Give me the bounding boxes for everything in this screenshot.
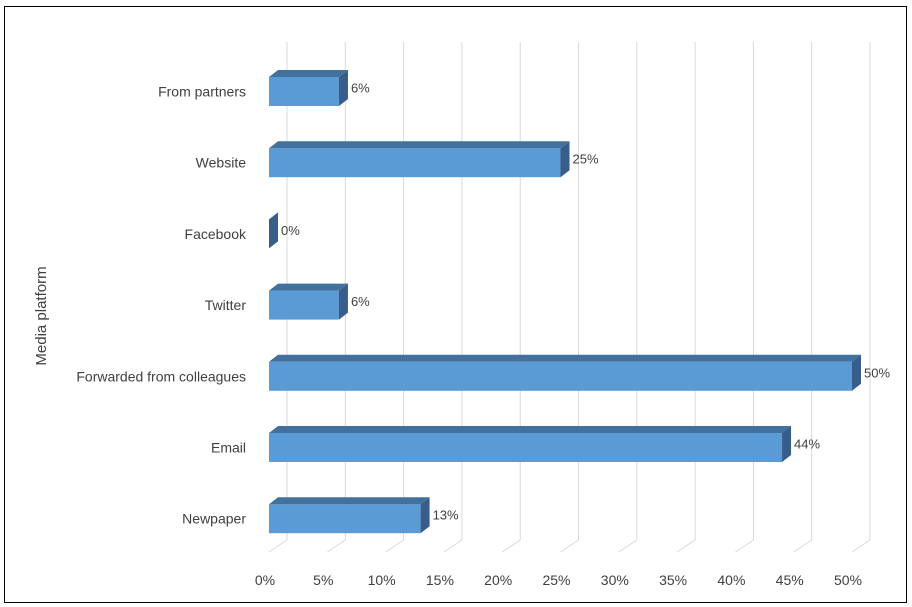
bar-side <box>852 354 861 391</box>
category-label: Forwarded from colleagues <box>76 368 246 384</box>
floor-gridline <box>851 539 871 553</box>
floor-gridline <box>501 539 521 553</box>
floor-gridline <box>676 539 696 553</box>
x-tick-label: 35% <box>659 572 687 588</box>
x-tick-label: 5% <box>313 572 333 588</box>
floor-gridline <box>443 539 463 553</box>
bar-top <box>269 426 792 433</box>
bar <box>269 70 348 106</box>
bar-top <box>269 497 430 505</box>
x-tick-label: 45% <box>776 572 804 588</box>
bar <box>269 354 861 391</box>
x-tick-label: 50% <box>834 572 862 588</box>
bar <box>269 426 792 462</box>
x-tick-label: 40% <box>717 572 745 588</box>
bar-top <box>269 354 861 362</box>
category-label: Twitter <box>205 297 247 313</box>
data-label: 50% <box>864 365 890 380</box>
bars <box>269 70 861 534</box>
data-label: 25% <box>573 152 599 167</box>
x-tick-label: 15% <box>426 572 454 588</box>
x-tick-label: 20% <box>484 572 512 588</box>
data-label: 6% <box>351 81 370 96</box>
bar <box>269 212 278 249</box>
bar-front <box>269 77 339 106</box>
floor-gridline <box>735 539 754 553</box>
bar-side <box>338 283 348 320</box>
bar-side <box>338 70 348 106</box>
category-label: Email <box>211 440 246 456</box>
bar-front <box>269 504 421 534</box>
bar-front <box>269 361 852 391</box>
bar-front <box>269 148 561 178</box>
x-tick-label: 10% <box>368 572 396 588</box>
category-label: Website <box>196 155 247 171</box>
bar-side <box>782 426 792 462</box>
bar-side <box>560 141 570 178</box>
data-label: 0% <box>281 223 300 238</box>
data-label: 44% <box>794 437 820 452</box>
x-tick-label: 0% <box>255 572 275 588</box>
bar-side <box>269 212 278 249</box>
x-tick-label: 25% <box>542 572 570 588</box>
bar-top <box>269 141 570 149</box>
bar <box>269 283 348 320</box>
bar-front <box>269 290 339 320</box>
y-axis-title: Media platform <box>33 266 50 365</box>
chart-frame <box>4 6 907 603</box>
floor-gridline <box>385 539 404 553</box>
category-label: Newpaper <box>182 511 246 527</box>
floor-gridline <box>618 539 638 553</box>
data-label: 6% <box>351 294 370 309</box>
category-label: Facebook <box>185 226 247 242</box>
data-label: 13% <box>433 508 459 523</box>
category-label: From partners <box>158 84 246 100</box>
bar-side <box>420 497 430 534</box>
floor-gridline <box>560 539 579 553</box>
bar-top <box>269 70 348 77</box>
bar <box>269 141 570 178</box>
floor-gridline <box>268 539 288 553</box>
floor-gridline <box>327 539 346 553</box>
x-tick-label: 30% <box>601 572 629 588</box>
floor-gridline <box>793 539 812 553</box>
labels: 0% 5% 10% 15% 20% 25% 30% 35% 40% 45% 50% 6% From pa… <box>76 81 890 589</box>
bar-front <box>269 433 783 462</box>
bar-top <box>269 283 348 291</box>
bar <box>269 497 430 534</box>
